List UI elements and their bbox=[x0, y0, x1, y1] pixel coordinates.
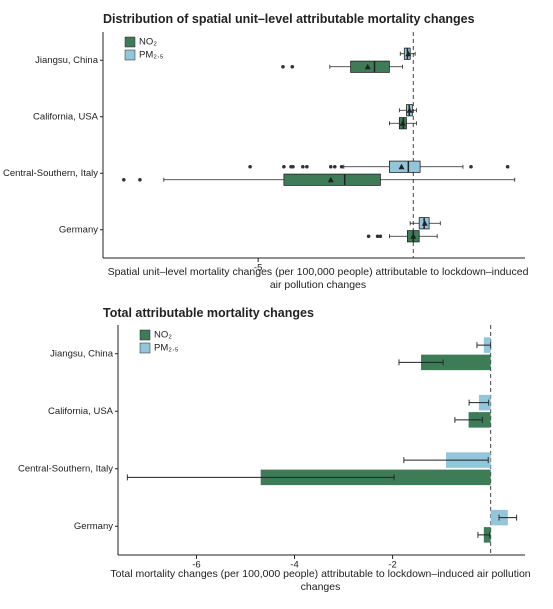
legend-label: PM₂.₅ bbox=[139, 50, 164, 61]
y-tick-label: Jiangsu, China bbox=[35, 55, 99, 66]
outlier bbox=[301, 164, 305, 169]
outlier bbox=[332, 164, 337, 169]
error-bar bbox=[468, 399, 490, 406]
legend-label: NO₂ bbox=[139, 37, 157, 48]
error-bar bbox=[477, 531, 491, 538]
outlier bbox=[121, 177, 126, 182]
outlier bbox=[505, 164, 510, 169]
outlier bbox=[281, 64, 285, 69]
y-tick-label: Germany bbox=[59, 224, 98, 235]
y-tick-label: Germany bbox=[74, 521, 113, 532]
chart-title: Distribution of spatial unit–level attri… bbox=[103, 12, 475, 26]
outlier bbox=[305, 164, 309, 169]
legend-label: NO₂ bbox=[154, 330, 172, 341]
x-tick-label: -4 bbox=[290, 560, 298, 571]
y-tick-label: Jiangsu, China bbox=[50, 348, 114, 359]
chart-title: Total attributable mortality changes bbox=[103, 306, 314, 320]
x-tick-label: -6 bbox=[192, 560, 200, 571]
outlier bbox=[378, 234, 383, 239]
bar bbox=[421, 354, 491, 371]
outlier bbox=[282, 164, 286, 169]
outlier bbox=[469, 164, 473, 169]
x-axis-label: Spatial unit–level mortality changes (pe… bbox=[107, 266, 529, 291]
outlier bbox=[366, 234, 371, 239]
error-bar bbox=[476, 342, 492, 349]
legend-swatch bbox=[139, 329, 151, 341]
legend-swatch bbox=[124, 49, 136, 61]
box bbox=[350, 60, 390, 73]
x-tick-label: -2 bbox=[388, 560, 396, 571]
outlier bbox=[138, 177, 142, 182]
mean bbox=[398, 163, 405, 170]
outlier bbox=[291, 164, 295, 169]
outlier bbox=[339, 164, 344, 169]
error-bar bbox=[398, 359, 444, 366]
x-tick-label: -5 bbox=[254, 263, 262, 274]
error-bar bbox=[498, 514, 518, 521]
mean bbox=[405, 50, 412, 57]
outlier bbox=[248, 164, 252, 169]
x-axis-label: Total mortality changes (per 100,000 peo… bbox=[110, 568, 531, 593]
error-bar bbox=[403, 457, 489, 464]
error-bar bbox=[454, 416, 483, 423]
y-tick-label: California, USA bbox=[48, 406, 114, 417]
y-tick-label: Central-Southern, Italy bbox=[3, 168, 98, 179]
error-bar bbox=[126, 474, 395, 481]
mean bbox=[406, 107, 413, 113]
mean bbox=[410, 233, 417, 239]
legend-swatch bbox=[124, 36, 136, 48]
mean bbox=[421, 220, 428, 226]
legend-label: PM₂.₅ bbox=[154, 343, 179, 354]
mean bbox=[399, 120, 406, 126]
mean bbox=[364, 63, 371, 70]
y-tick-label: California, USA bbox=[33, 111, 99, 122]
outlier bbox=[375, 234, 380, 239]
outlier bbox=[290, 64, 295, 69]
box bbox=[389, 160, 421, 173]
mean bbox=[327, 176, 334, 183]
legend-swatch bbox=[139, 342, 151, 354]
outlier bbox=[328, 164, 333, 169]
y-tick-label: Central-Southern, Italy bbox=[18, 463, 113, 474]
